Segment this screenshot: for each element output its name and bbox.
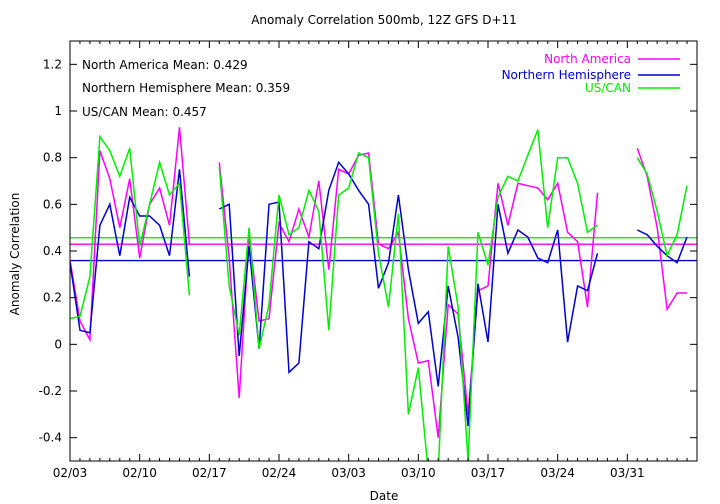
x-tick-label: 03/24 xyxy=(540,466,575,480)
series-line-1-segment-2 xyxy=(636,229,688,264)
x-tick-label: 02/10 xyxy=(122,466,157,480)
series-line-0-segment-2 xyxy=(636,148,687,312)
series-line-1-segment-1 xyxy=(218,160,599,427)
y-tick-label: 0.4 xyxy=(43,244,62,258)
y-tick-label: 0 xyxy=(54,337,62,351)
legend-label: US/CAN xyxy=(585,81,631,95)
x-tick-label: 02/17 xyxy=(192,466,227,480)
mean-annotations: North America Mean: 0.429 Northern Hemisp… xyxy=(82,58,290,119)
series-line-2-segment-2 xyxy=(636,157,688,258)
x-tick-label: 03/03 xyxy=(331,466,366,480)
plot-frame xyxy=(69,40,698,462)
series-line-1-segment-0 xyxy=(70,169,191,334)
x-tick-label: 02/03 xyxy=(53,466,88,480)
series-line-2-segment-1 xyxy=(218,129,598,461)
y-tick-label: -0.2 xyxy=(39,384,62,398)
axes: -0.4 -0.2 0 0.2 0.4 0.6 0.8 1 1.2 02/03 02/10 02/17… xyxy=(39,40,698,480)
x-tick-label: 03/10 xyxy=(401,466,436,480)
series-lines xyxy=(70,127,688,461)
y-tick-label: 1 xyxy=(54,104,62,118)
y-tick-label: 0.2 xyxy=(43,291,62,305)
x-tick-label: 03/31 xyxy=(610,466,645,480)
y-tick-label: -0.4 xyxy=(39,431,62,445)
mean-annotation: Northern Hemisphere Mean: 0.359 xyxy=(82,81,290,95)
chart-title: Anomaly Correlation 500mb, 12Z GFS D+11 xyxy=(251,13,517,27)
legend-label: Northern Hemisphere xyxy=(502,68,631,82)
y-tick-label: 1.2 xyxy=(43,57,62,71)
y-tick-label: 0.6 xyxy=(43,197,62,211)
x-tick-label: 03/17 xyxy=(471,466,506,480)
y-axis-label: Anomaly Correlation xyxy=(8,193,22,316)
series-line-0-segment-1 xyxy=(218,152,599,438)
x-axis-label: Date xyxy=(370,489,399,503)
series-line-0-segment-0 xyxy=(70,127,191,343)
x-tick-label: 02/24 xyxy=(262,466,297,480)
y-tick-label: 0.8 xyxy=(43,151,62,165)
mean-annotation: North America Mean: 0.429 xyxy=(82,58,248,72)
series-line-2-segment-0 xyxy=(70,134,191,320)
legend-label: North America xyxy=(544,52,631,66)
mean-annotation: US/CAN Mean: 0.457 xyxy=(82,105,207,119)
